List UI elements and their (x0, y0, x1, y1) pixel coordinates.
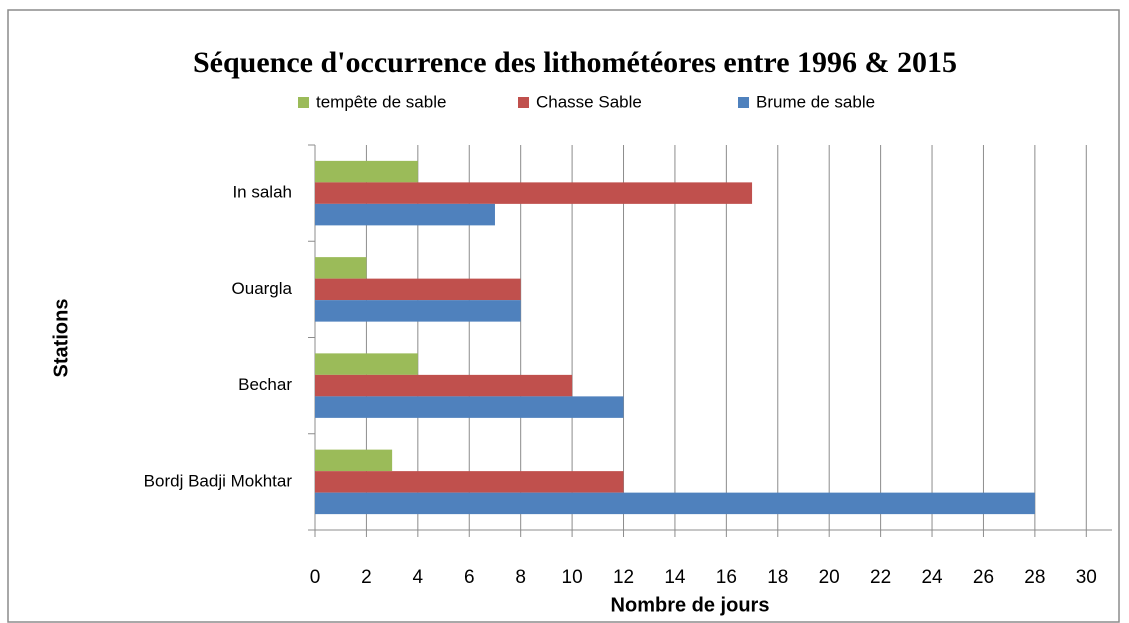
x-tick-label: 4 (413, 567, 424, 588)
legend-swatch (738, 97, 749, 108)
bar (315, 471, 624, 493)
legend-label: tempête de sable (316, 92, 446, 111)
y-tick-label: In salah (232, 183, 292, 202)
y-tick-label: Bechar (238, 375, 292, 394)
y-tick-label: Ouargla (232, 279, 293, 298)
bar (315, 396, 624, 418)
x-tick-label: 12 (613, 567, 634, 588)
x-axis-title: Nombre de jours (611, 594, 770, 616)
legend-label: Brume de sable (756, 92, 875, 111)
x-tick-label: 10 (562, 567, 583, 588)
legend-swatch (518, 97, 529, 108)
x-tick-label: 24 (921, 567, 943, 588)
bar (315, 492, 1035, 515)
x-tick-label: 28 (1024, 567, 1045, 588)
bar (315, 203, 495, 226)
x-tick-label: 6 (464, 567, 475, 588)
legend-label: Chasse Sable (536, 92, 642, 111)
x-tick-label: 20 (819, 567, 840, 588)
bar (315, 300, 521, 322)
x-tick-label: 30 (1076, 567, 1097, 588)
chart-frame (7, 9, 1120, 623)
y-tick-label: Bordj Badji Mokhtar (144, 471, 293, 490)
x-tick-label: 16 (716, 567, 737, 588)
x-tick-label: 22 (870, 567, 891, 588)
bar (315, 353, 418, 375)
x-tick-label: 8 (515, 567, 526, 588)
bar (315, 449, 393, 472)
bar (315, 160, 418, 183)
y-axis-title: Stations (50, 299, 72, 378)
bar (315, 182, 753, 204)
legend-swatch (298, 97, 309, 108)
bar (315, 257, 367, 279)
x-tick-label: 26 (973, 567, 994, 588)
bar (315, 278, 521, 301)
x-tick-label: 0 (310, 567, 321, 588)
bar (315, 374, 573, 397)
chart-title: Séquence d'occurrence des lithométéores … (193, 46, 957, 79)
x-tick-label: 2 (361, 567, 372, 588)
x-tick-label: 18 (767, 567, 788, 588)
x-tick-label: 14 (664, 567, 686, 588)
